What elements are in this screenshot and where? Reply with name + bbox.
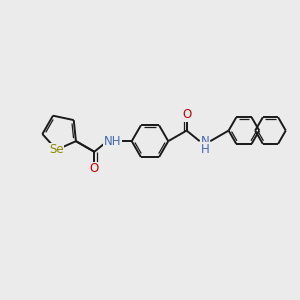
- Text: N: N: [201, 135, 209, 148]
- Text: O: O: [90, 162, 99, 175]
- Text: NH: NH: [104, 135, 122, 148]
- Text: O: O: [182, 108, 191, 121]
- Text: H: H: [201, 143, 209, 156]
- Text: Se: Se: [49, 143, 64, 156]
